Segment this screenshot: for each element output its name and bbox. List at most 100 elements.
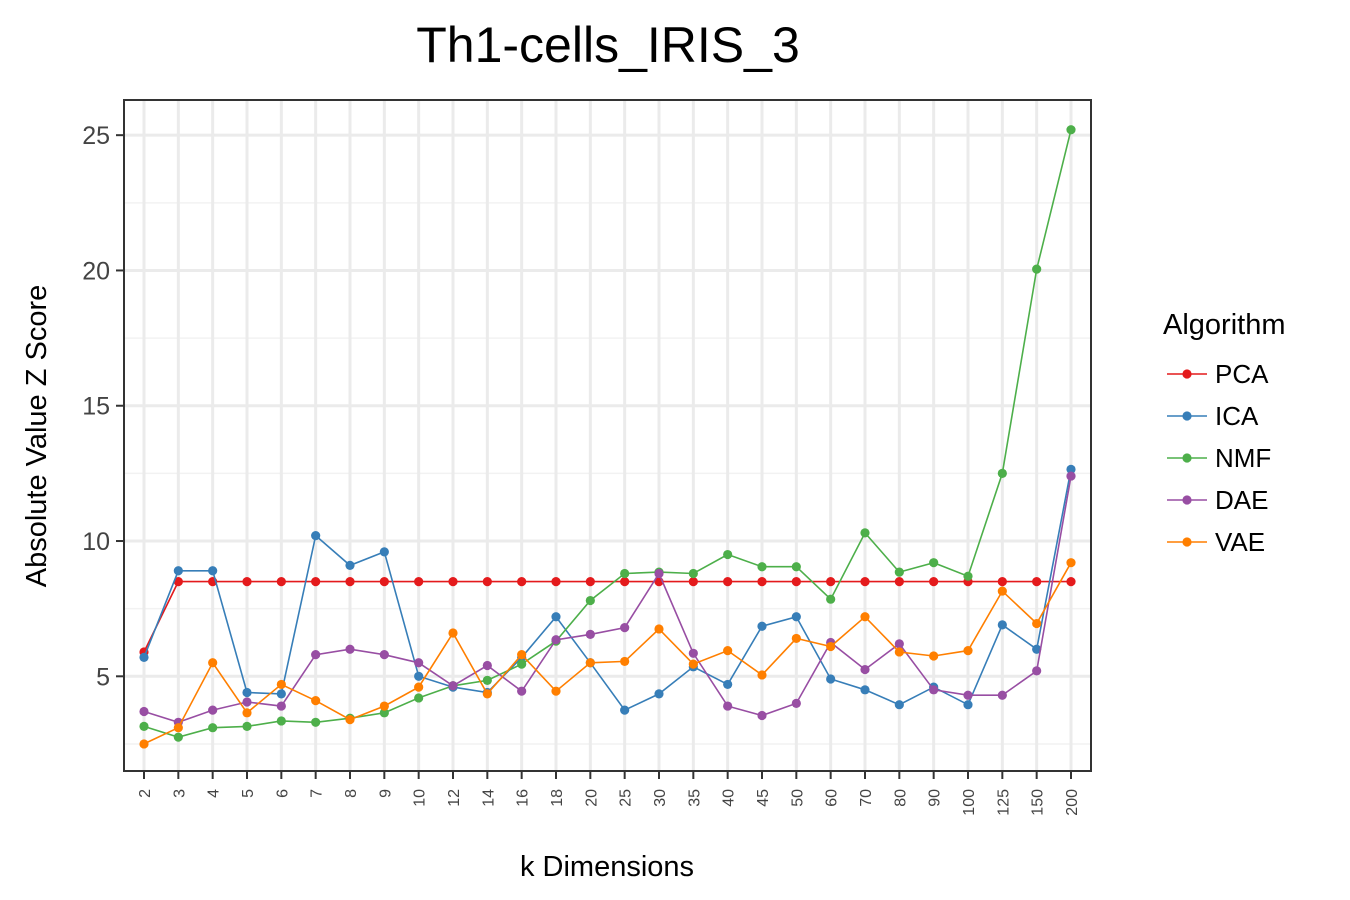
data-point-vae <box>208 658 218 668</box>
data-point-nmf <box>517 659 527 669</box>
legend-key-point <box>1182 537 1192 547</box>
data-point-pca <box>276 577 286 587</box>
x-axis: 2 3 4 5 6 7 8 9 10 12 14 16 18 20 25 30 35 40 45 50 60 70 80 90… <box>137 771 1081 816</box>
data-point-nmf <box>723 549 733 560</box>
data-point-ica <box>1032 644 1042 654</box>
data-point-ica <box>414 671 424 681</box>
data-point-vae <box>311 696 321 706</box>
data-point-vae <box>826 641 836 652</box>
data-point-dae <box>585 629 595 639</box>
data-point-ica <box>551 612 561 622</box>
data-point-dae <box>311 650 321 660</box>
data-point-pca <box>997 577 1007 587</box>
legend-label-vae: VAE <box>1215 527 1265 557</box>
data-point-vae <box>517 650 527 660</box>
data-point-dae <box>654 568 664 579</box>
data-point-ica <box>860 685 870 695</box>
legend-key-point <box>1182 495 1192 505</box>
data-point-dae <box>997 690 1007 700</box>
data-point-dae <box>379 650 389 660</box>
data-point-nmf <box>585 595 595 606</box>
data-point-ica <box>963 700 973 710</box>
data-point-pca <box>826 577 836 587</box>
data-point-vae <box>791 633 801 644</box>
x-tick-label: 45 <box>755 789 772 807</box>
x-tick-label: 35 <box>686 789 703 807</box>
chart-title: Th1-cells_IRIS_3 <box>416 17 800 73</box>
series-pca <box>139 577 1076 657</box>
x-tick-label: 90 <box>927 789 944 807</box>
x-tick-label: 6 <box>274 789 291 798</box>
x-tick-label: 200 <box>1064 789 1081 816</box>
x-tick-label: 25 <box>618 789 635 807</box>
data-point-vae <box>757 670 767 680</box>
data-point-dae <box>448 681 458 691</box>
plot-border <box>123 99 1092 772</box>
data-point-vae <box>482 689 492 699</box>
data-point-vae <box>929 651 939 661</box>
legend: Algorithm PCA ICA NMF DAE VAE <box>1163 309 1286 557</box>
data-point-vae <box>585 658 595 668</box>
series-line-vae <box>143 562 1072 745</box>
y-axis: 5 10 15 20 25 <box>82 122 124 691</box>
data-point-ica <box>379 547 389 557</box>
data-point-nmf <box>379 708 389 718</box>
data-point-pca <box>757 577 767 587</box>
data-point-ica <box>620 705 630 715</box>
data-point-vae <box>654 624 664 634</box>
legend-label-dae: DAE <box>1215 485 1268 515</box>
y-tick-label: 10 <box>82 528 110 556</box>
series-nmf <box>139 125 1076 742</box>
data-point-pca <box>723 577 733 587</box>
data-point-dae <box>929 685 939 695</box>
data-point-nmf <box>929 558 939 568</box>
data-point-nmf <box>688 568 698 579</box>
data-point-vae <box>448 628 458 638</box>
x-tick-label: 5 <box>240 789 257 798</box>
data-point-vae <box>1066 558 1076 568</box>
y-tick-label: 5 <box>96 663 110 691</box>
data-point-nmf <box>997 468 1007 478</box>
legend-item-pca: PCA <box>1167 359 1269 389</box>
data-point-dae <box>242 697 252 707</box>
data-point-dae <box>963 690 973 700</box>
data-point-vae <box>345 714 355 725</box>
data-point-nmf <box>482 675 492 685</box>
legend-key-point <box>1182 369 1192 379</box>
data-point-dae <box>860 664 870 675</box>
data-point-ica <box>791 612 801 622</box>
data-point-pca <box>242 577 252 587</box>
data-point-pca <box>482 577 492 587</box>
data-point-ica <box>345 560 355 570</box>
legend-key-point <box>1182 411 1192 421</box>
data-point-dae <box>1066 471 1076 481</box>
data-point-dae <box>551 635 561 645</box>
data-point-pca <box>517 577 527 587</box>
data-point-pca <box>1032 577 1042 587</box>
x-tick-label: 50 <box>789 789 806 807</box>
x-tick-label: 40 <box>721 789 738 807</box>
data-point-ica <box>208 566 218 576</box>
data-point-pca <box>379 577 389 587</box>
y-tick-label: 25 <box>82 122 110 150</box>
legend-item-vae: VAE <box>1167 527 1265 557</box>
data-point-vae <box>1032 618 1042 629</box>
data-point-dae <box>688 648 698 658</box>
data-point-dae <box>757 710 767 721</box>
x-tick-label: 14 <box>480 789 497 807</box>
data-point-vae <box>620 656 630 667</box>
data-point-pca <box>173 577 183 587</box>
data-point-pca <box>311 577 321 587</box>
legend-title: Algorithm <box>1163 309 1286 341</box>
data-point-dae <box>723 701 733 711</box>
data-point-vae <box>173 723 183 733</box>
data-point-nmf <box>208 723 218 733</box>
data-point-dae <box>894 639 904 649</box>
x-tick-label: 70 <box>858 789 875 807</box>
data-point-vae <box>276 679 286 690</box>
data-point-pca <box>448 577 458 587</box>
series-line-ica <box>143 469 1072 712</box>
x-tick-label: 30 <box>652 789 669 807</box>
data-point-ica <box>826 674 836 684</box>
x-tick-label: 7 <box>309 789 326 798</box>
